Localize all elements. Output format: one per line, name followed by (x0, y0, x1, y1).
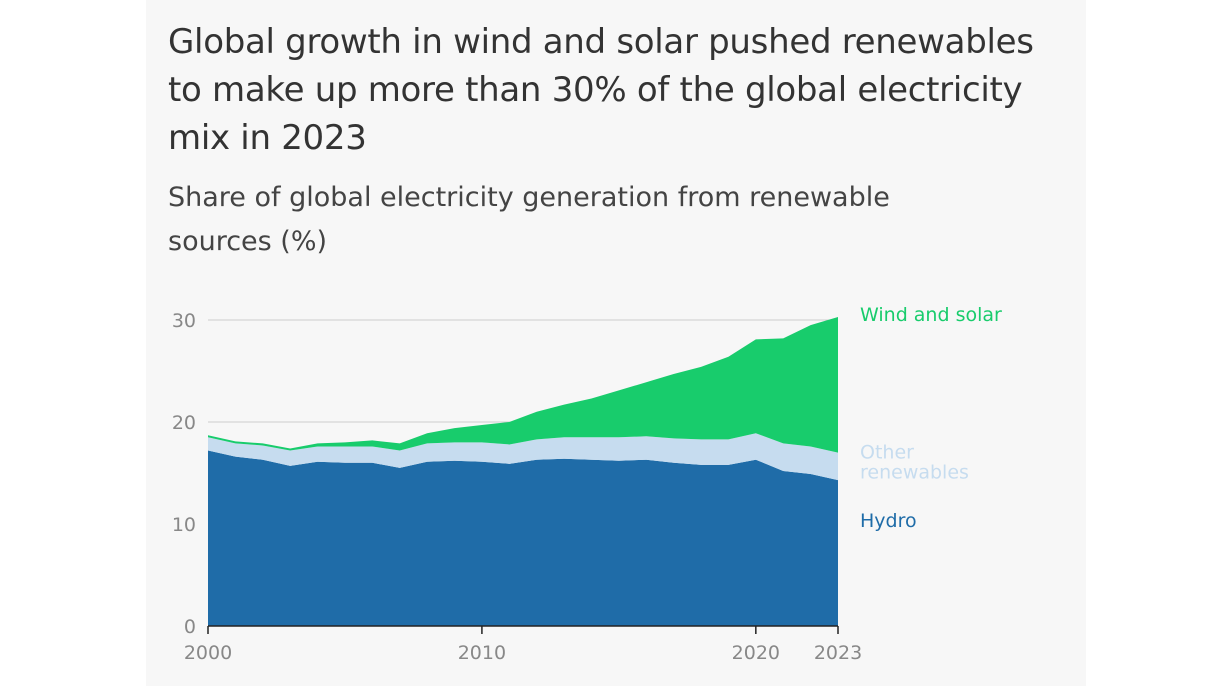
series-label-other-renewables: Other renewables (860, 441, 969, 483)
x-tick-label: 2010 (458, 642, 506, 664)
series-label-wind-and-solar: Wind and solar (860, 304, 1002, 326)
area-other-renewables (208, 433, 838, 481)
series-labels: Hydro Other renewables Wind and solar (860, 304, 1002, 532)
y-tick-label: 0 (184, 616, 196, 638)
stacked-areas (208, 316, 838, 626)
y-tick-label: 20 (172, 412, 196, 434)
x-tick-label: 2023 (814, 642, 862, 664)
area-wind-and-solar (208, 316, 838, 453)
axes: 0 10 20 30 2000 2010 2020 2023 (172, 310, 862, 664)
x-tick-label: 2020 (732, 642, 780, 664)
series-label-line: renewables (860, 461, 969, 483)
y-tick-label: 10 (172, 514, 196, 536)
area-hydro (208, 450, 838, 626)
series-label-line: Other (860, 441, 914, 463)
chart-title: Global growth in wind and solar pushed r… (168, 22, 1034, 158)
chart-subtitle: Share of global electricity generation f… (168, 182, 890, 257)
x-tick-label: 2000 (184, 642, 232, 664)
series-label-hydro: Hydro (860, 510, 917, 532)
y-tick-label: 30 (172, 310, 196, 332)
